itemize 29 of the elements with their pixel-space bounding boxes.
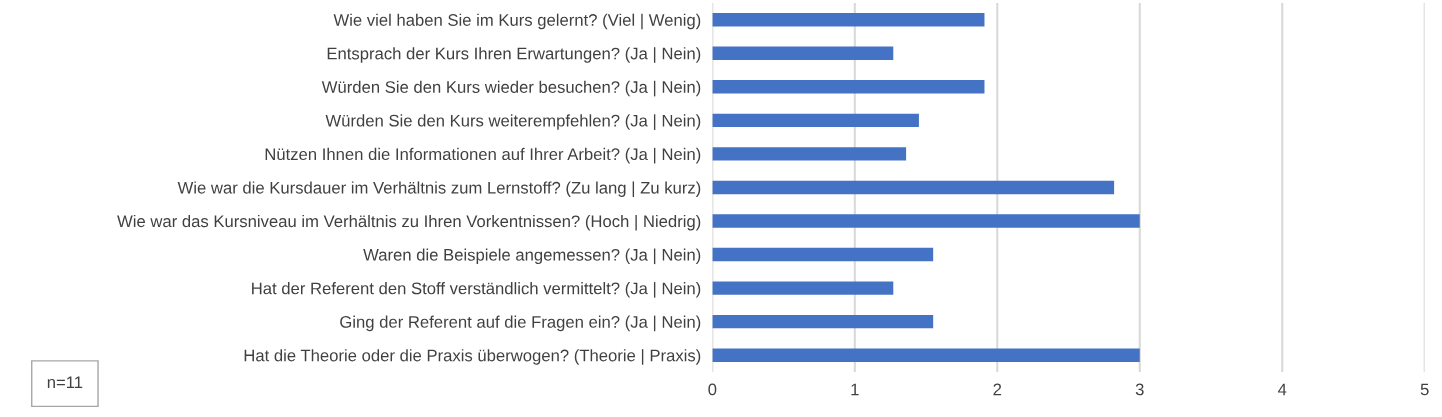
x-tick-label: 5 — [1420, 383, 1429, 396]
y-tick-label: Nützen Ihnen die Informationen auf Ihrer Arbeit? (Ja | Nein) — [265, 147, 701, 164]
x-tick-label: 3 — [1135, 383, 1144, 396]
bar — [712, 314, 934, 329]
bar — [712, 281, 894, 295]
y-tick-label: Würden Sie den Kurs wieder besuchen? (Ja | Nein) — [321, 80, 701, 97]
bar — [712, 113, 919, 128]
y-tick-label: Entsprach der Kurs Ihren Erwartungen? (Ja | Nein) — [327, 47, 701, 63]
x-tick-label: 2 — [993, 383, 1002, 396]
y-tick-label: Ging der Referent auf die Fragen ein? (Ja | Nein) — [340, 315, 701, 332]
bar — [712, 180, 1115, 195]
bar — [712, 12, 985, 27]
x-tick-label: 0 — [708, 383, 717, 396]
x-tick-label: 4 — [1277, 383, 1287, 396]
y-tick-label: Würden Sie den Kurs weiterempfehlen? (Ja | Nein) — [325, 114, 701, 130]
y-tick-label: Wie war das Kursniveau im Verhältnis zu Ihren Vorkentnissen? (Hoch | Niedrig) — [117, 214, 701, 231]
text: n=11 — [47, 376, 83, 388]
y-tick-label: Wie war die Kursdauer im Verhältnis zum Lernstoff? (Zu lang | Zu kurz) — [177, 181, 701, 198]
x-tick-label: 1 — [851, 383, 859, 396]
bar — [712, 214, 1140, 228]
y-tick-label: Waren die Beispiele angemessen? (Ja | Nein) — [363, 248, 701, 265]
bar — [712, 147, 907, 161]
y-tick-label: Hat der Referent den Stoff verständlich vermittelt? (Ja | Nein) — [252, 282, 701, 298]
bar — [712, 348, 1140, 362]
bar — [712, 80, 985, 94]
y-tick-label: Hat die Theorie oder die Praxis überwogen? (Theorie | Praxis) — [244, 349, 701, 365]
bar — [712, 46, 894, 60]
bar — [712, 247, 934, 262]
y-tick-label: Wie viel haben Sie im Kurs gelernt? (Viel | Wenig) — [333, 13, 701, 30]
